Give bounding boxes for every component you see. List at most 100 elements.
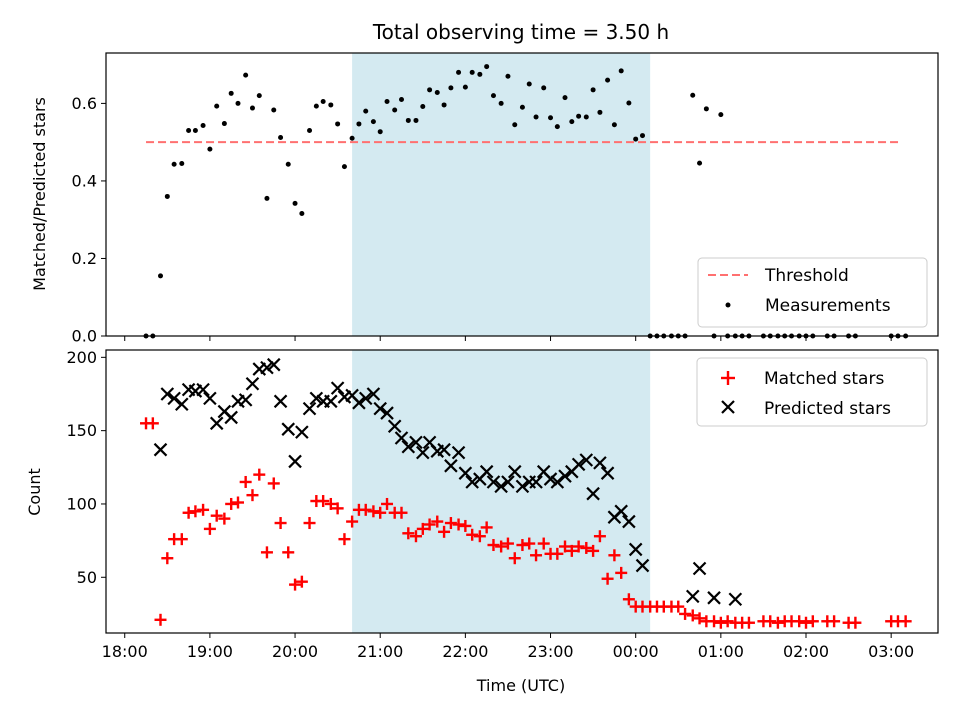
matched-star-point (203, 522, 216, 535)
count-panel-frame (105, 349, 939, 634)
predicted-star-point (586, 486, 600, 501)
x-tick-label: 19:00 (187, 642, 233, 661)
predicted-star-point (571, 457, 586, 472)
measurement-point (626, 100, 632, 106)
predicted-star-point (366, 387, 381, 401)
count-y-axis-label: Count (25, 468, 44, 516)
x-tick-label: 02:00 (783, 642, 829, 661)
predicted-star-point (707, 591, 721, 605)
matched-star-point (686, 609, 699, 622)
matched-star-point (693, 612, 706, 625)
predicted-star-point (614, 504, 628, 519)
matched-star-point (154, 613, 167, 626)
matched-star-point (210, 509, 223, 522)
predicted-star-point (501, 475, 515, 489)
x-tick-label: 21:00 (357, 642, 403, 661)
predicted-star-point (380, 406, 394, 420)
predicted-star-point (494, 479, 508, 494)
measurement-point (703, 106, 709, 112)
matched-star-point (800, 616, 813, 629)
predicted-star-point (245, 376, 260, 391)
measurement-point (590, 87, 596, 93)
predicted-star-point (160, 387, 175, 401)
matched-star-point (175, 533, 188, 546)
measurement-point (249, 105, 255, 111)
matched-star-point (721, 615, 734, 628)
matched-star-point (338, 533, 351, 546)
measurement-point (405, 117, 411, 123)
measurement-point (639, 133, 645, 139)
measurement-point (256, 93, 262, 99)
y-tick-label: 0.4 (72, 171, 97, 190)
legend-predicted-label: Predicted stars (764, 399, 891, 419)
matched-star-point (431, 515, 444, 528)
matched-star-point (438, 525, 451, 538)
predicted-star-point (465, 475, 479, 489)
measurement-point (441, 102, 447, 108)
predicted-star-point (309, 391, 324, 406)
measurement-point (505, 73, 511, 79)
measurement-point (583, 114, 589, 120)
matched-star-point (559, 540, 572, 553)
measurement-point (328, 102, 334, 108)
measurement-point (427, 87, 433, 93)
x-tick-label: 00:00 (613, 642, 659, 661)
predicted-star-point (479, 464, 494, 479)
predicted-star-point (358, 391, 373, 406)
measurement-point (718, 112, 724, 118)
matched-star-point (225, 497, 238, 510)
matched-star-point (346, 515, 359, 528)
predicted-star-point (260, 360, 274, 375)
legend-measurements-label: Measurements (765, 296, 891, 316)
matched-star-point (444, 517, 457, 530)
matched-star-point (771, 616, 784, 629)
matched-star-point (274, 517, 287, 530)
matched-star-point (572, 540, 585, 553)
predicted-star-point (550, 475, 565, 489)
predicted-star-point (238, 393, 253, 407)
ratio-panel: 0.0 0.2 0.4 0.6 Matched/Predicted stars Thr… (30, 52, 939, 346)
predicted-star-point (600, 466, 615, 480)
matched-star-point (516, 539, 529, 552)
predicted-star-point (295, 425, 309, 439)
predicted-star-point (387, 419, 402, 434)
predicted-star-point (196, 382, 210, 397)
matched-star-point (239, 475, 252, 488)
matched-star-point (231, 496, 244, 509)
y-tick-label: 150 (66, 421, 97, 440)
matched-star-point (374, 506, 387, 519)
predicted-star-point (444, 459, 458, 473)
predicted-star-point (302, 401, 317, 416)
predicted-star-point (728, 592, 743, 607)
predicted-star-point (543, 472, 558, 486)
matched-star-point (487, 539, 500, 552)
measurement-point (164, 193, 170, 199)
measurement-point (448, 85, 454, 91)
matched-star-point (402, 527, 415, 540)
measurement-point (186, 128, 192, 134)
predicted-star-point (558, 469, 572, 483)
matched-star-point (146, 417, 159, 430)
predicted-star-point (692, 561, 707, 576)
x-tick-label: 03:00 (868, 642, 914, 661)
matched-star-point (197, 503, 210, 516)
measurement-point (320, 98, 326, 104)
predicted-star-point (622, 514, 636, 529)
matched-star-point (381, 497, 394, 510)
measurement-point (221, 121, 227, 127)
y-tick-label: 50 (77, 568, 97, 587)
measurement-point (370, 119, 376, 125)
matched-star-point (282, 546, 295, 559)
measurement-point (512, 122, 518, 128)
matched-star-point (289, 578, 302, 591)
matched-star-point (452, 518, 465, 531)
predicted-star-point (203, 391, 217, 406)
predicted-star-point (593, 456, 607, 470)
predicted-star-point (224, 410, 238, 425)
measurement-point (399, 97, 405, 103)
y-tick-label: 0.6 (72, 94, 97, 113)
legend-predicted-swatch (721, 400, 735, 414)
predicted-star-point (273, 394, 288, 409)
predicted-star-point (175, 397, 189, 412)
measurement-point (207, 146, 213, 152)
